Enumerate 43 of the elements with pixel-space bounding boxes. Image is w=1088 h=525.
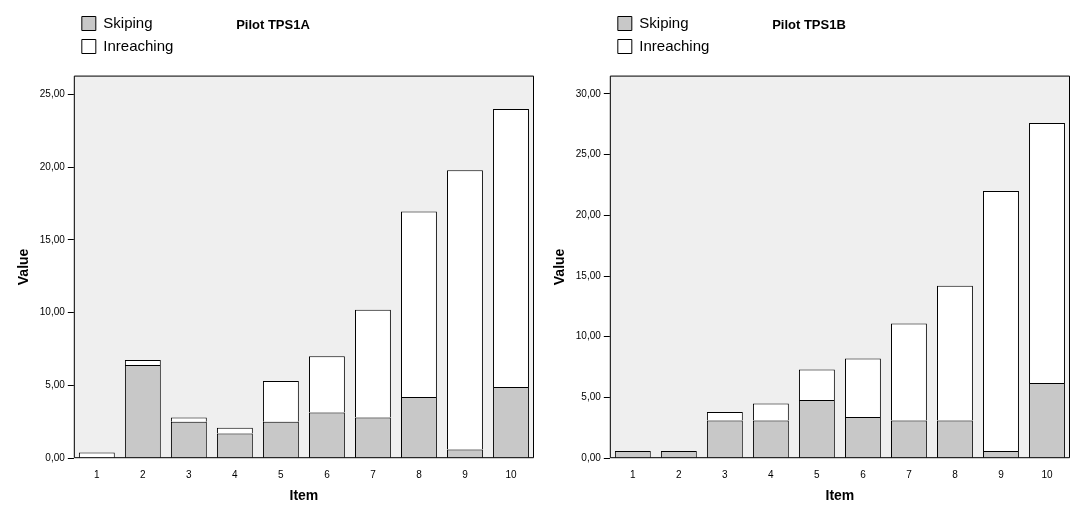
y-tick-label: 5,00 (45, 379, 66, 391)
x-tick-label: 9 (462, 468, 469, 480)
x-tick-label: 3 (186, 468, 193, 480)
x-tick-label: 9 (998, 468, 1005, 480)
y-tick-label: 15,00 (575, 269, 602, 281)
y-tick-label: 15,00 (39, 233, 66, 245)
x-tick-label: 7 (906, 468, 913, 480)
y-tick-label: 25,00 (39, 88, 66, 100)
y-tick-label: 20,00 (575, 209, 602, 221)
legend-label: Inreaching (103, 36, 174, 54)
chart-title: Pilot TPS1A (236, 17, 311, 33)
chart-title: Pilot TPS1B (772, 17, 846, 33)
x-tick-label: 2 (676, 468, 683, 480)
x-tick-label: 7 (370, 468, 377, 480)
x-axis-title: Item (289, 487, 319, 504)
x-tick-label: 3 (722, 468, 729, 480)
y-tick-label: 5,00 (581, 391, 602, 403)
y-tick-label: 10,00 (39, 306, 66, 318)
legend-label: Skiping (103, 13, 153, 31)
y-tick-label: 0,00 (45, 451, 66, 463)
y-tick-label: 25,00 (575, 148, 602, 160)
y-tick-label: 0,00 (581, 451, 602, 463)
y-tick-label: 30,00 (575, 87, 602, 99)
x-tick-label: 10 (1041, 468, 1053, 480)
x-tick-label: 1 (630, 468, 637, 480)
y-axis-title: Value (15, 248, 32, 286)
x-tick-label: 4 (232, 468, 239, 480)
x-tick-label: 2 (140, 468, 147, 480)
x-tick-label: 6 (860, 468, 867, 480)
x-tick-label: 8 (416, 468, 423, 480)
x-tick-label: 6 (324, 468, 331, 480)
y-axis-title: Value (551, 248, 568, 286)
x-tick-label: 1 (94, 468, 101, 480)
x-tick-label: 5 (814, 468, 821, 480)
x-tick-label: 10 (505, 468, 517, 480)
x-axis-title: Item (825, 487, 855, 504)
legend-label: Skiping (639, 13, 689, 31)
y-tick-label: 20,00 (39, 161, 66, 172)
x-tick-label: 4 (768, 468, 775, 480)
legend-label: Inreaching (639, 36, 710, 54)
x-tick-label: 8 (952, 468, 959, 480)
x-tick-label: 5 (278, 468, 285, 480)
y-tick-label: 10,00 (575, 330, 602, 342)
